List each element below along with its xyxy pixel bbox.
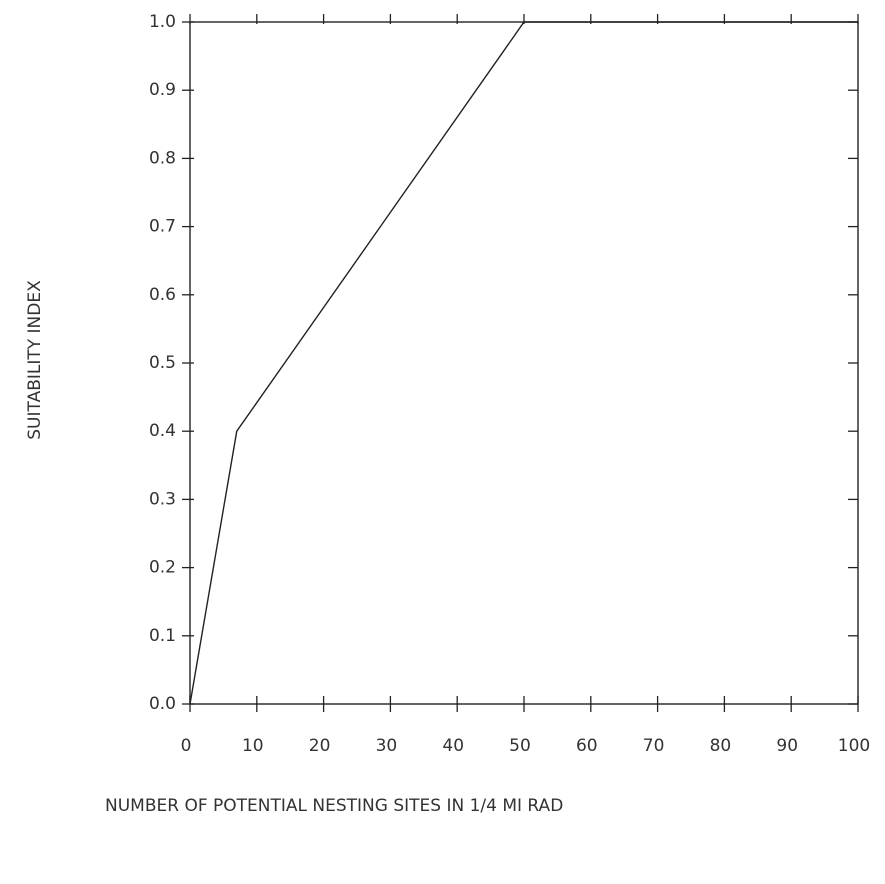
x-tick-label: 40 [442,736,464,756]
plot-frame [189,21,859,705]
y-tick-label: 0.9 [149,80,176,100]
y-tick-label: 0.7 [149,217,176,237]
y-tick-label: 0.3 [149,489,176,509]
x-tick-label: 80 [710,736,732,756]
x-tick-label: 0 [181,736,192,756]
y-tick-label: 0.4 [149,421,176,441]
y-tick-label: 0.0 [149,694,176,714]
data-line [189,21,858,705]
x-tick-label: 30 [376,736,398,756]
x-tick-label: 70 [643,736,665,756]
x-tick-label: 10 [242,736,264,756]
y-tick-label: 0.2 [149,558,176,578]
x-tick-label: 50 [509,736,531,756]
x-axis-label: NUMBER OF POTENTIAL NESTING SITES IN 1/4… [105,796,563,816]
x-tick-label: 100 [838,736,870,756]
x-tick-label: 60 [576,736,598,756]
x-tick-label: 90 [776,736,798,756]
y-tick-label: 0.6 [149,285,176,305]
y-tick-label: 0.1 [149,626,176,646]
y-tick-label: 0.8 [149,148,176,168]
y-tick-label: 1.0 [149,12,176,32]
y-tick-label: 0.5 [149,353,176,373]
x-tick-label: 20 [309,736,331,756]
y-axis-label: SUITABILITY INDEX [25,280,45,440]
